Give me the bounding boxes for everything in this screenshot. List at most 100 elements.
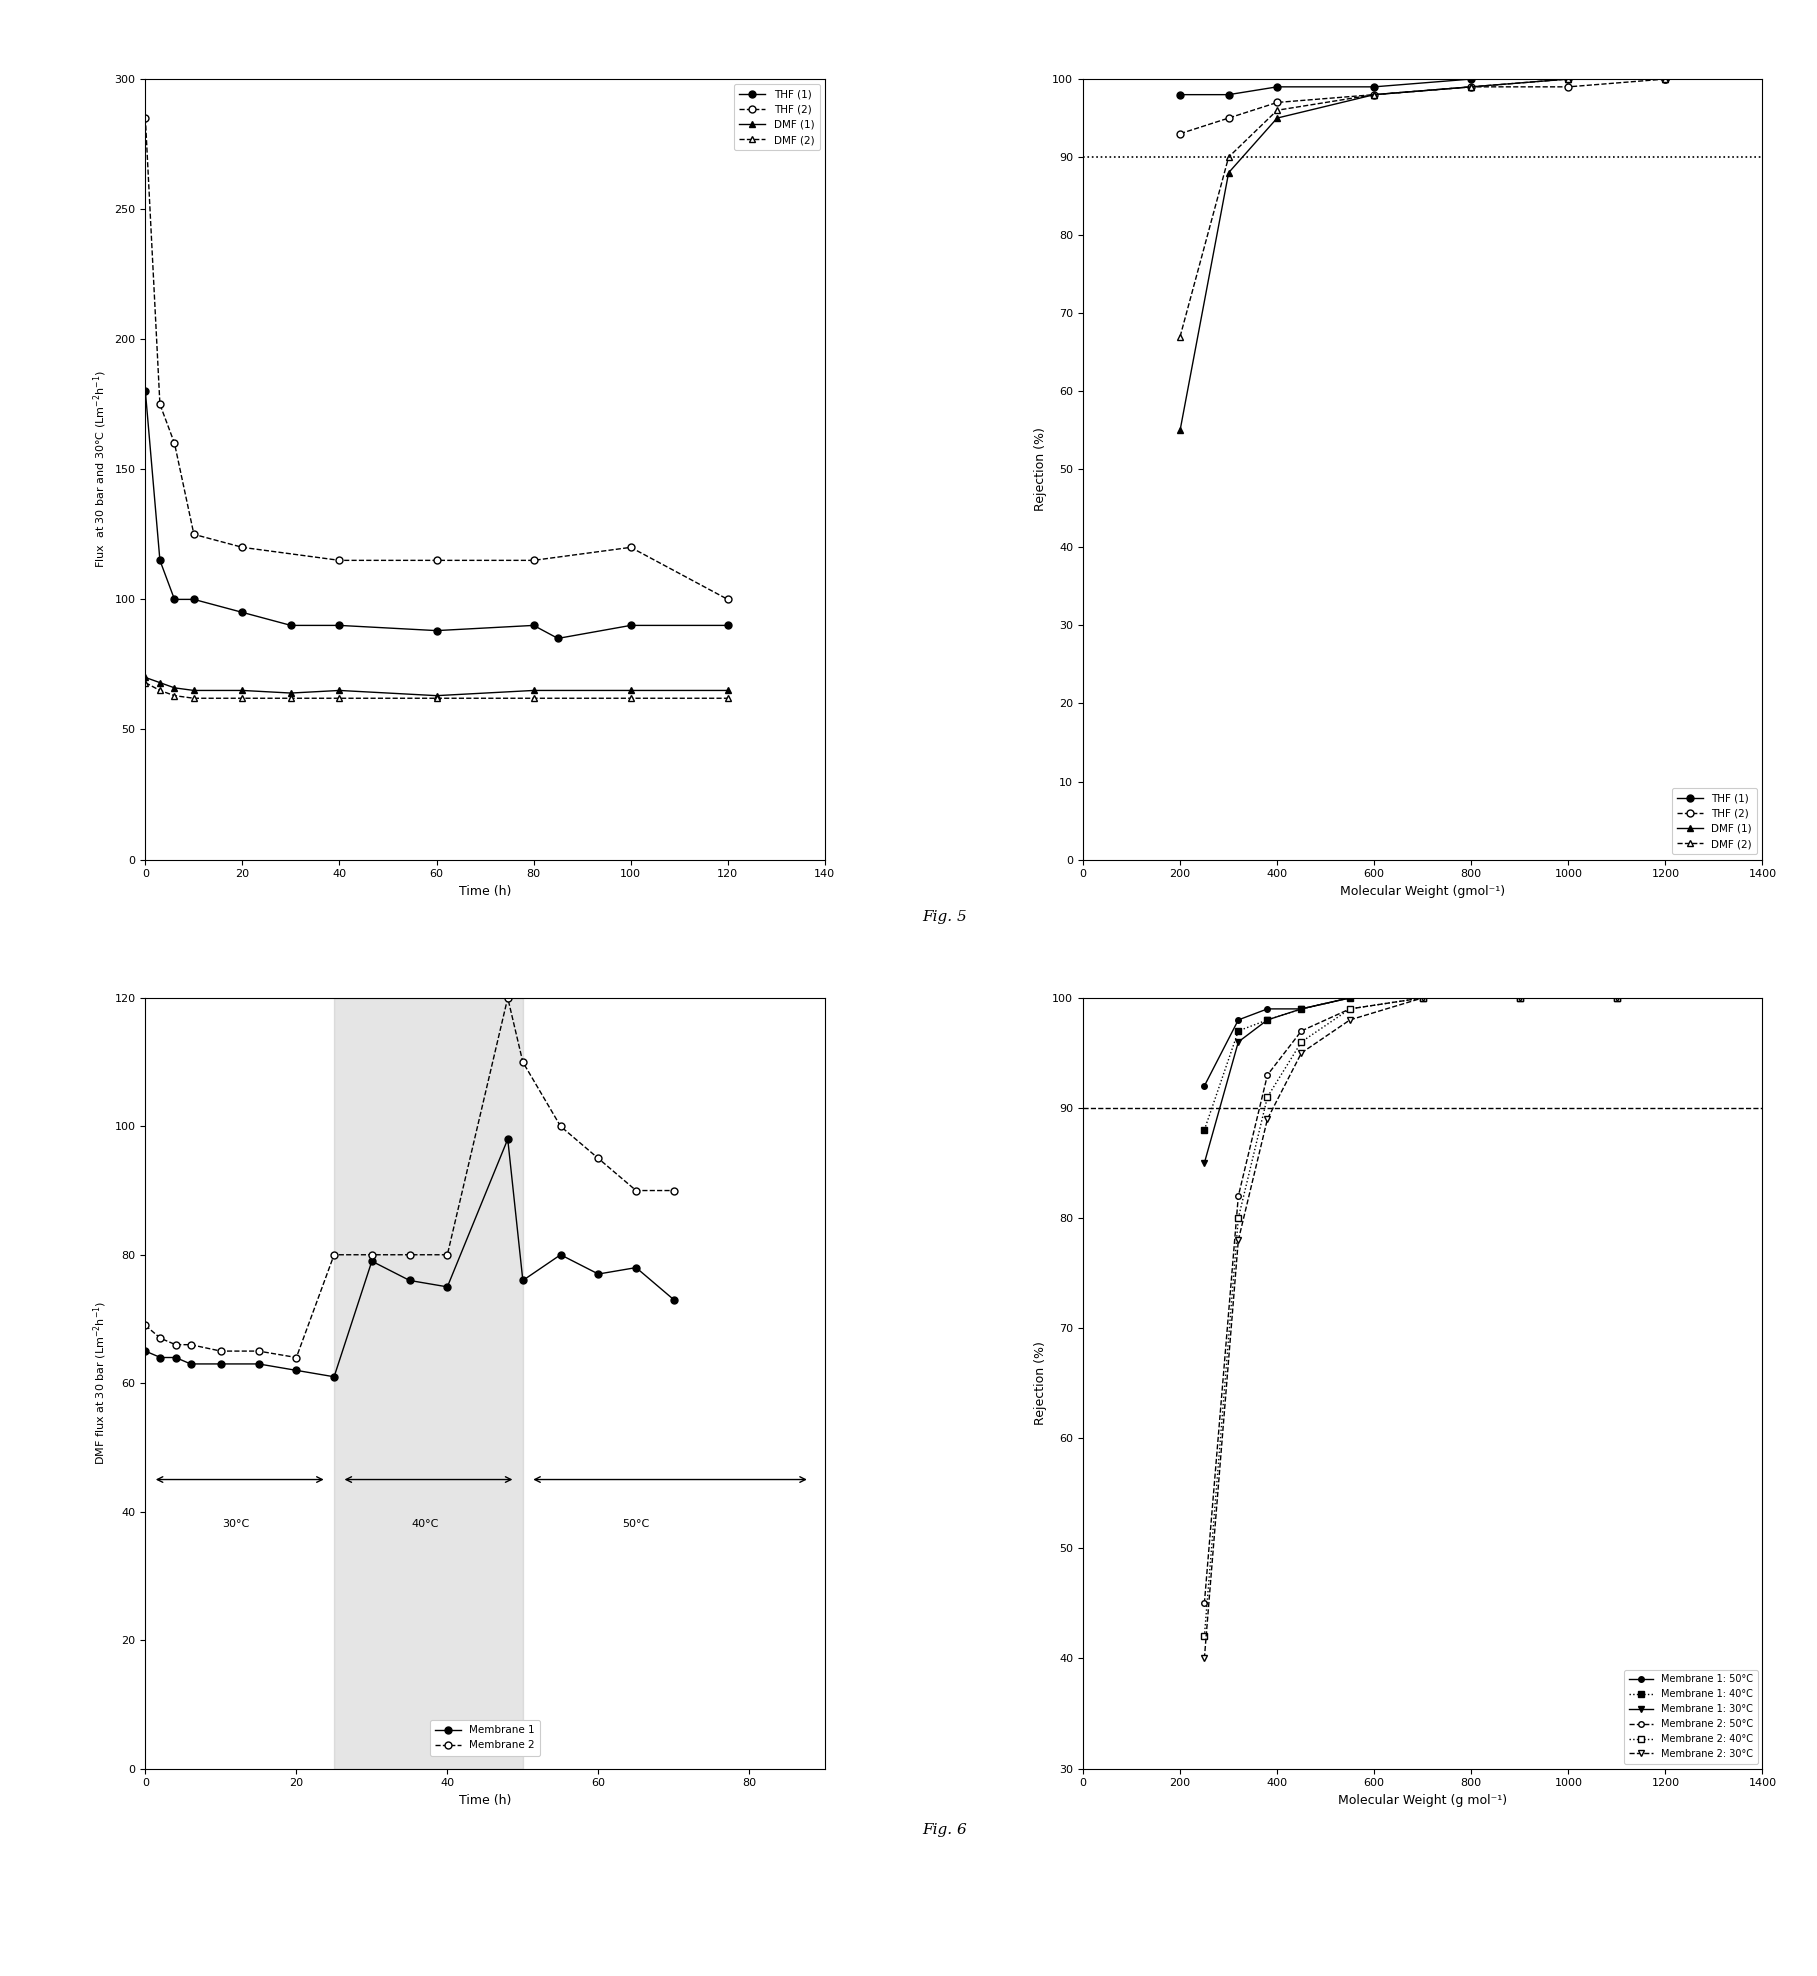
Membrane 1: 30°C: (320, 96): 30°C: (320, 96)	[1228, 1029, 1250, 1053]
DMF (1)	[718, 678, 740, 701]
Membrane 2: 30°C: (1.1e+03, 100): 30°C: (1.1e+03, 100)	[1606, 986, 1628, 1010]
DMF (2)	[134, 670, 156, 694]
THF (2)	[1363, 83, 1385, 107]
Membrane 1: 50°C: (320, 98): 50°C: (320, 98)	[1228, 1008, 1250, 1031]
Membrane 2: 30°C: (700, 100): 30°C: (700, 100)	[1412, 986, 1434, 1010]
DMF (2)	[1217, 146, 1239, 170]
DMF (2)	[280, 686, 302, 709]
THF (2)	[718, 587, 740, 611]
Line: DMF (1): DMF (1)	[142, 674, 730, 700]
Membrane 2	[436, 1243, 458, 1267]
Membrane 1: 30°C: (900, 100): 30°C: (900, 100)	[1508, 986, 1530, 1010]
X-axis label: Time (h): Time (h)	[460, 885, 511, 897]
Membrane 1: 40°C: (250, 88): 40°C: (250, 88)	[1194, 1118, 1216, 1142]
X-axis label: Molecular Weight (gmol⁻¹): Molecular Weight (gmol⁻¹)	[1341, 885, 1504, 897]
Membrane 2: 30°C: (320, 78): 30°C: (320, 78)	[1228, 1229, 1250, 1253]
Membrane 2: 30°C: (900, 100): 30°C: (900, 100)	[1508, 986, 1530, 1010]
THF (1)	[1217, 83, 1239, 107]
Membrane 2	[663, 1178, 685, 1201]
Text: 40°C: 40°C	[411, 1520, 438, 1529]
Membrane 2	[247, 1340, 269, 1363]
Membrane 1	[625, 1257, 647, 1280]
Membrane 2: 50°C: (550, 99): 50°C: (550, 99)	[1339, 998, 1361, 1022]
Membrane 1	[663, 1288, 685, 1312]
Membrane 1	[211, 1352, 233, 1375]
Y-axis label: Rejection (%): Rejection (%)	[1034, 1342, 1047, 1425]
DMF (1)	[620, 678, 641, 701]
THF (2)	[523, 549, 545, 573]
Membrane 1	[247, 1352, 269, 1375]
Membrane 1: 50°C: (700, 100): 50°C: (700, 100)	[1412, 986, 1434, 1010]
THF (1)	[134, 379, 156, 403]
THF (1)	[164, 587, 185, 611]
Membrane 1: 50°C: (380, 99): 50°C: (380, 99)	[1257, 998, 1279, 1022]
DMF (1)	[280, 682, 302, 705]
Legend: THF (1), THF (2), DMF (1), DMF (2): THF (1), THF (2), DMF (1), DMF (2)	[734, 85, 819, 150]
THF (1)	[547, 626, 569, 650]
DMF (1)	[1217, 160, 1239, 184]
Line: DMF (2): DMF (2)	[1177, 75, 1668, 340]
Membrane 2: 40°C: (320, 80): 40°C: (320, 80)	[1228, 1205, 1250, 1229]
Line: DMF (1): DMF (1)	[1177, 75, 1668, 435]
Membrane 1: 50°C: (250, 92): 50°C: (250, 92)	[1194, 1075, 1216, 1099]
DMF (1)	[184, 678, 205, 701]
Membrane 1	[149, 1346, 171, 1369]
DMF (1)	[1363, 83, 1385, 107]
Membrane 2	[134, 1314, 156, 1338]
DMF (2)	[425, 686, 447, 709]
DMF (2)	[329, 686, 351, 709]
Membrane 2	[362, 1243, 383, 1267]
Membrane 2: 50°C: (1.1e+03, 100): 50°C: (1.1e+03, 100)	[1606, 986, 1628, 1010]
Membrane 1: 40°C: (450, 99): 40°C: (450, 99)	[1290, 998, 1312, 1022]
Membrane 2: 50°C: (320, 82): 50°C: (320, 82)	[1228, 1184, 1250, 1207]
Membrane 2: 40°C: (700, 100): 40°C: (700, 100)	[1412, 986, 1434, 1010]
Membrane 1	[587, 1263, 609, 1286]
Membrane 2	[165, 1334, 187, 1358]
DMF (1)	[329, 678, 351, 701]
Line: Membrane 1: Membrane 1	[142, 1136, 678, 1381]
THF (1)	[231, 601, 253, 624]
DMF (2)	[149, 678, 171, 701]
Membrane 1: 30°C: (250, 85): 30°C: (250, 85)	[1194, 1152, 1216, 1176]
Membrane 2: 40°C: (450, 96): 40°C: (450, 96)	[1290, 1029, 1312, 1053]
THF (1)	[329, 615, 351, 638]
Membrane 2	[625, 1178, 647, 1201]
X-axis label: Molecular Weight (g mol⁻¹): Molecular Weight (g mol⁻¹)	[1337, 1794, 1508, 1806]
Line: Membrane 1: 30°C: Membrane 1: 30°C	[1201, 996, 1619, 1166]
DMF (1)	[1266, 107, 1288, 130]
Membrane 1	[323, 1365, 345, 1389]
Line: Membrane 2: 50°C: Membrane 2: 50°C	[1201, 996, 1619, 1606]
Line: Membrane 1: 50°C: Membrane 1: 50°C	[1201, 996, 1619, 1089]
DMF (2)	[1363, 83, 1385, 107]
Membrane 2	[587, 1146, 609, 1170]
Membrane 2: 30°C: (450, 95): 30°C: (450, 95)	[1290, 1041, 1312, 1065]
THF (2)	[184, 522, 205, 545]
Membrane 2: 30°C: (550, 98): 30°C: (550, 98)	[1339, 1008, 1361, 1031]
THF (1)	[1168, 83, 1190, 107]
THF (2)	[231, 535, 253, 559]
Membrane 1: 30°C: (1.1e+03, 100): 30°C: (1.1e+03, 100)	[1606, 986, 1628, 1010]
THF (1)	[1461, 67, 1483, 91]
Membrane 2: 50°C: (450, 97): 50°C: (450, 97)	[1290, 1020, 1312, 1043]
Membrane 1: 40°C: (320, 97): 40°C: (320, 97)	[1228, 1020, 1250, 1043]
DMF (2)	[718, 686, 740, 709]
Line: Membrane 2: Membrane 2	[142, 994, 678, 1361]
Text: 30°C: 30°C	[222, 1520, 249, 1529]
DMF (2)	[1266, 99, 1288, 123]
Membrane 1	[496, 1126, 518, 1150]
Membrane 1: 50°C: (550, 100): 50°C: (550, 100)	[1339, 986, 1361, 1010]
DMF (1)	[231, 678, 253, 701]
Membrane 1: 30°C: (700, 100): 30°C: (700, 100)	[1412, 986, 1434, 1010]
Membrane 2: 50°C: (380, 93): 50°C: (380, 93)	[1257, 1063, 1279, 1087]
THF (2)	[1168, 123, 1190, 146]
THF (1)	[620, 615, 641, 638]
THF (1)	[1557, 67, 1579, 91]
Membrane 2	[285, 1346, 307, 1369]
Y-axis label: Rejection (%): Rejection (%)	[1034, 427, 1047, 512]
DMF (1)	[1655, 67, 1677, 91]
Membrane 1: 30°C: (550, 100): 30°C: (550, 100)	[1339, 986, 1361, 1010]
Membrane 2: 30°C: (380, 89): 30°C: (380, 89)	[1257, 1107, 1279, 1130]
Membrane 1: 40°C: (380, 98): 40°C: (380, 98)	[1257, 1008, 1279, 1031]
Membrane 2: 40°C: (900, 100): 40°C: (900, 100)	[1508, 986, 1530, 1010]
THF (2)	[134, 107, 156, 130]
